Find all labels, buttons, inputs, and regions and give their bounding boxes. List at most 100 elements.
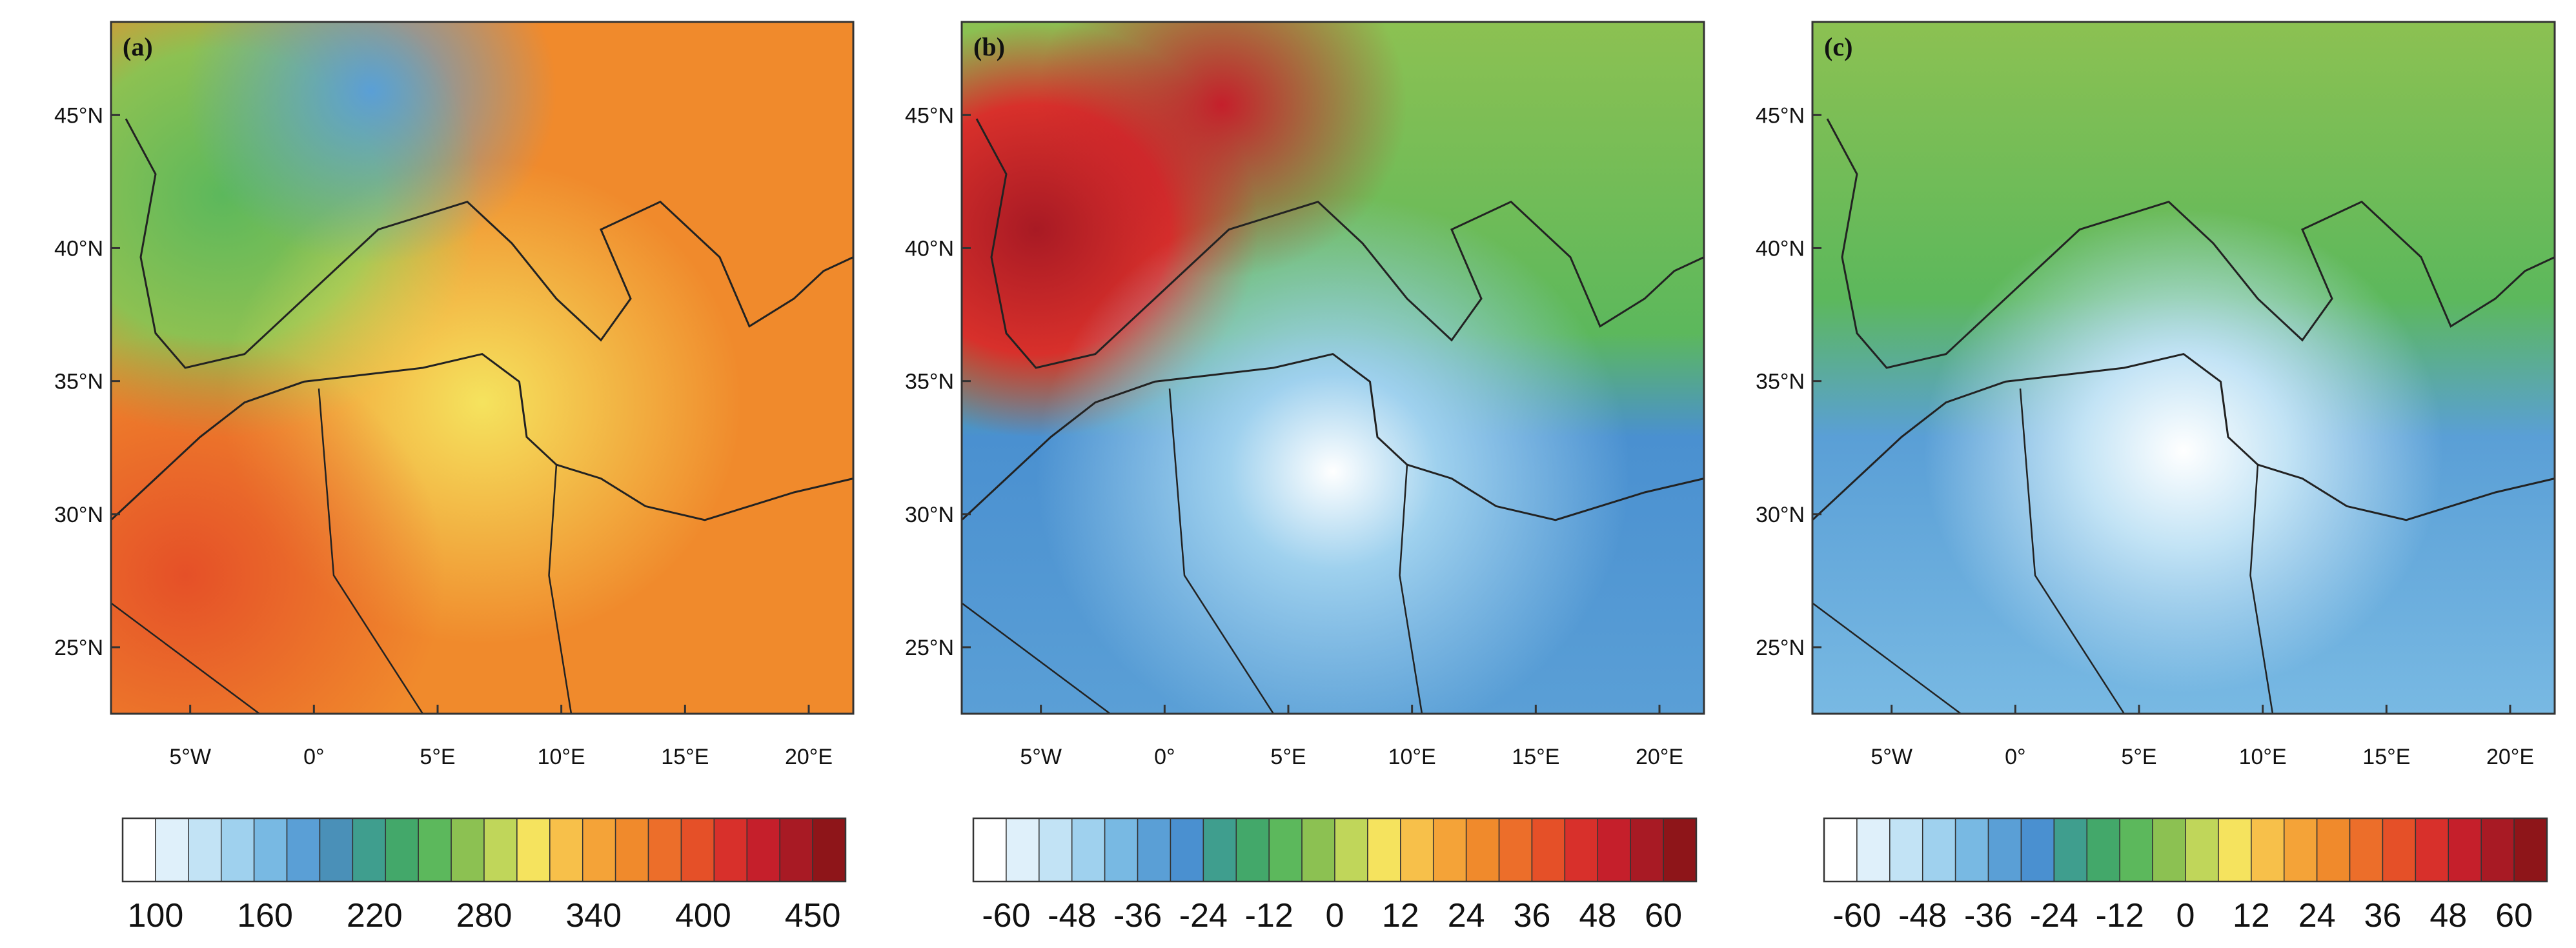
colorbar-label: 280: [456, 897, 512, 934]
lat-tick-label: 45°N: [54, 103, 103, 128]
colorbar-swatch: [2119, 818, 2153, 882]
colorbar-label: 36: [2364, 897, 2402, 934]
lat-tick-label: 35°N: [1756, 370, 1805, 394]
lon-tick-label: 10°E: [1388, 745, 1436, 769]
colorbar-swatch: [1367, 818, 1401, 882]
colorbar-label: 24: [2298, 897, 2336, 934]
colorbar-swatch: [1268, 818, 1303, 882]
lat-tick-label: 30°N: [1756, 503, 1805, 527]
colorbar-swatch: [1432, 818, 1467, 882]
colorbar-label: 220: [347, 897, 403, 934]
colorbar-swatch: [1202, 818, 1237, 882]
colorbar-frame: [121, 817, 847, 883]
lon-tick-label: 20°E: [2486, 745, 2534, 769]
colorbar-swatch: [1823, 818, 1858, 882]
colorbar-swatch: [1630, 818, 1664, 882]
colorbar-swatch: [286, 818, 321, 882]
panel-label: (b): [973, 32, 1005, 61]
field-overlay: [962, 22, 1704, 714]
border-line: [961, 602, 1111, 715]
colorbar-swatch: [319, 818, 354, 882]
map-panel-3: (c) 45°N 40°N 35°N 30°N 25°N 5°W 0° 5°E 10°E 15°E 2…: [1756, 21, 2556, 934]
colorbar-swatch: [1856, 818, 1891, 882]
lat-tick-label: 45°N: [1756, 103, 1805, 128]
colorbar-swatch: [1170, 818, 1204, 882]
colorbar-swatch: [188, 818, 222, 882]
coastline-europe: [125, 118, 854, 369]
colorbar-swatch: [1334, 818, 1368, 882]
coastline-europe: [1826, 118, 2555, 369]
colorbar-label: -48: [1048, 897, 1096, 934]
colorbar-label: 60: [2495, 897, 2533, 934]
colorbar-swatch: [779, 818, 813, 882]
panel-label: (a): [123, 32, 153, 61]
field-overlay: [111, 22, 853, 714]
colorbar-swatch: [1104, 818, 1139, 882]
colorbar-swatch: [451, 818, 485, 882]
colorbar-label: -36: [1113, 897, 1162, 934]
lon-tick-label: 20°E: [785, 745, 833, 769]
colorbar-swatch: [2185, 818, 2219, 882]
colorbar-swatch: [746, 818, 780, 882]
colorbar-swatch: [253, 818, 288, 882]
lat-tick-label: 45°N: [905, 103, 954, 128]
lat-tick-label: 40°N: [905, 236, 954, 261]
colorbar-swatch: [647, 818, 682, 882]
coastline-africa: [110, 352, 854, 521]
colorbar-label: -48: [1898, 897, 1947, 934]
colorbar-swatch: [1987, 818, 2022, 882]
colorbar-label: 0: [2176, 897, 2195, 934]
colorbar-label: 160: [237, 897, 293, 934]
lon-tick-label: 5°W: [1871, 745, 1912, 769]
colorbar-swatch: [483, 818, 518, 882]
colorbar-swatch: [614, 818, 649, 882]
lat-tick-label: 25°N: [905, 636, 954, 660]
colorbar-swatch: [1006, 818, 1040, 882]
colorbar-swatch: [2218, 818, 2252, 882]
lon-tick-label: 0°: [1154, 745, 1175, 769]
border-line: [318, 388, 424, 714]
colorbar-swatch: [2480, 818, 2515, 882]
colorbar-label: 340: [565, 897, 622, 934]
colorbar-swatch: [352, 818, 387, 882]
colorbar-label: -60: [1832, 897, 1881, 934]
colorbar-swatch: [812, 818, 846, 882]
colorbar-swatch: [155, 818, 189, 882]
colorbar-swatch: [2513, 818, 2548, 882]
colorbar-label: -12: [1245, 897, 1293, 934]
coastline-europe: [975, 118, 1705, 369]
lat-tick-label: 35°N: [905, 370, 954, 394]
lat-tick-label: 40°N: [54, 236, 103, 261]
colorbar-swatch: [516, 818, 551, 882]
colorbar-swatch: [1889, 818, 1923, 882]
colorbar-swatch: [713, 818, 748, 882]
colorbar-swatch: [1301, 818, 1335, 882]
lon-tick-label: 15°E: [661, 745, 709, 769]
colorbar-swatch: [1922, 818, 1956, 882]
map-panel-2: (b) 45°N 40°N 35°N 30°N 25°N 5°W 0° 5°E 10°E 15°E 2…: [905, 21, 1705, 934]
border-line: [110, 602, 260, 715]
border-line: [1168, 388, 1275, 714]
colorbar-frame: [972, 817, 1698, 883]
colorbar-swatch: [1531, 818, 1566, 882]
lon-tick-label: 5°E: [420, 745, 455, 769]
lon-tick-label: 20°E: [1636, 745, 1683, 769]
lon-tick-label: 5°W: [1020, 745, 1062, 769]
colorbar-swatch: [2382, 818, 2417, 882]
colorbar-swatch: [1039, 818, 1073, 882]
colorbar-label: -24: [2030, 897, 2078, 934]
map-frame: [1811, 21, 2556, 715]
map-frame: [960, 21, 1705, 715]
lat-tick-label: 35°N: [54, 370, 103, 394]
colorbar-label: 48: [1579, 897, 1616, 934]
lat-tick-label: 25°N: [54, 636, 103, 660]
colorbar-label: -60: [982, 897, 1030, 934]
colorbar-swatch: [1564, 818, 1599, 882]
field-overlay: [1812, 22, 2555, 714]
colorbar-label: 48: [2429, 897, 2467, 934]
colorbar-swatch: [2152, 818, 2186, 882]
colorbar-swatch: [2251, 818, 2285, 882]
lon-tick-label: 15°E: [1512, 745, 1559, 769]
colorbar-label: 12: [2233, 897, 2270, 934]
colorbar-swatch: [1954, 818, 1989, 882]
